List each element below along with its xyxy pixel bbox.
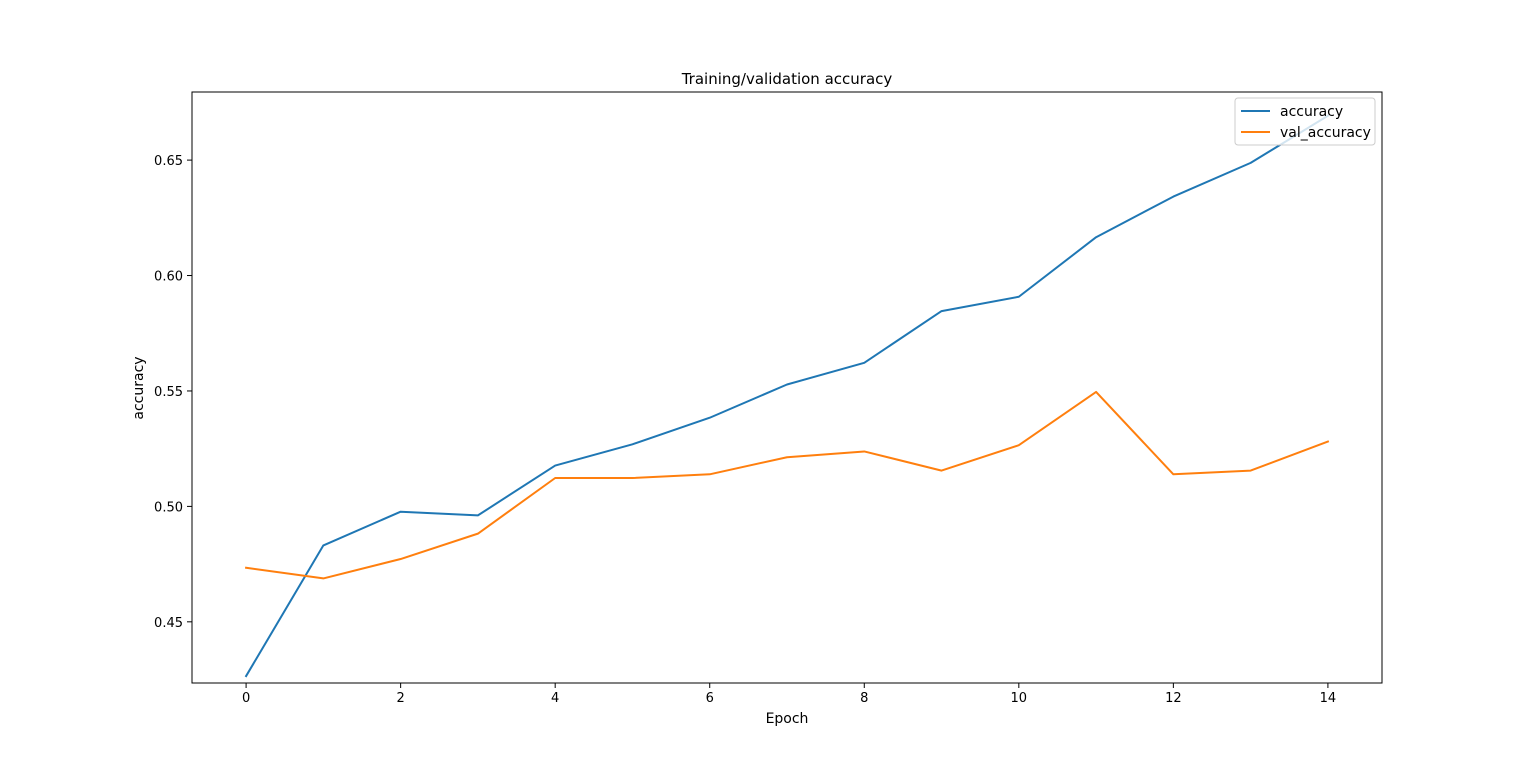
y-tick-label: 0.55: [154, 385, 183, 400]
x-tick-label: 2: [396, 691, 404, 706]
legend-label-val-accuracy: val_accuracy: [1280, 125, 1371, 141]
y-axis-label: accuracy: [131, 356, 147, 419]
legend-label-accuracy: accuracy: [1280, 104, 1343, 120]
x-tick-label: 0: [242, 691, 250, 706]
legend-frame: [1234, 97, 1376, 146]
x-tick-label: 10: [1011, 691, 1028, 706]
y-tick-label: 0.65: [154, 154, 183, 169]
plot-area-frame: [191, 91, 1383, 684]
y-axis-ticks: 0.45 0.50 0.55 0.60 0.65: [154, 154, 192, 631]
series-line-val-accuracy: [244, 390, 1330, 580]
legend: accuracy val_accuracy: [1234, 97, 1376, 146]
x-tick-label: 6: [706, 691, 714, 706]
x-axis-label: Epoch: [766, 711, 809, 727]
chart-title: Training/validation accuracy: [681, 70, 893, 88]
y-tick-label: 0.45: [154, 616, 183, 631]
y-tick-label: 0.60: [154, 270, 183, 285]
x-tick-label: 4: [551, 691, 559, 706]
x-tick-label: 14: [1320, 691, 1337, 706]
y-tick-label: 0.50: [154, 500, 183, 515]
x-axis-ticks: 0 2 4 6 8 10 12 14: [242, 683, 1336, 706]
series-lines: [244, 114, 1330, 678]
x-tick-label: 12: [1165, 691, 1182, 706]
x-tick-label: 8: [860, 691, 868, 706]
series-line-accuracy: [244, 114, 1330, 678]
